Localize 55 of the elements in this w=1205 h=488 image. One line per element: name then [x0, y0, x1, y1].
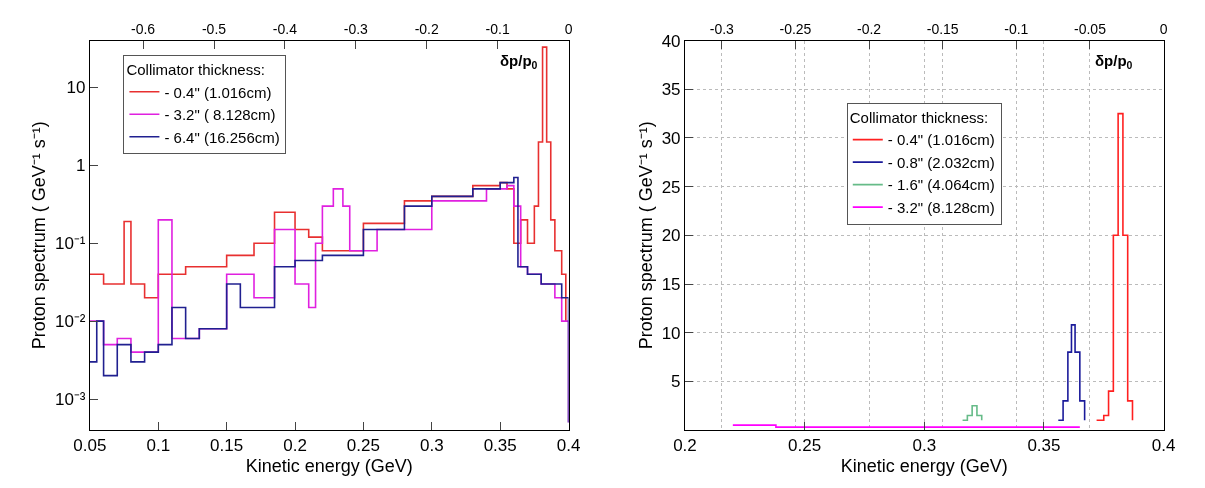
x-axis-title: Kinetic energy (GeV): [245, 455, 413, 476]
x-tick-label: 0.35: [1027, 436, 1061, 456]
x2-tick-label: -0.2: [414, 21, 440, 38]
y-tick-label: 10⁻¹: [54, 234, 86, 254]
annotation: δp/p$_{0}$: [1095, 52, 1133, 72]
y-tick-label: 40: [661, 31, 681, 51]
legend-label: - 3.2" (8.128cm): [887, 198, 995, 216]
legend-title: Collimator thickness:: [849, 109, 989, 127]
x-tick-label: 0.15: [210, 436, 244, 456]
y-tick-label: 10: [66, 78, 86, 98]
y-tick-label: 30: [661, 128, 681, 148]
y-axis-title: Proton spectrum ( GeV⁻¹ s⁻¹): [29, 121, 50, 350]
legend-label: - 6.4" (16.256cm): [164, 128, 280, 146]
x2-tick-label: -0.6: [131, 21, 156, 38]
x2-tick-label: -0.3: [709, 21, 735, 38]
x-tick-label: 0.2: [673, 436, 697, 456]
x2-tick-label: 0: [564, 21, 573, 38]
x2-tick-label: 0: [1159, 21, 1168, 38]
y-tick-label: 10⁻²: [54, 312, 86, 332]
y-tick-label: 35: [661, 80, 681, 100]
legend-label: - 0.4" (1.016cm): [887, 131, 995, 149]
x2-tick-label: -0.15: [926, 21, 959, 38]
y-axis-title: Proton spectrum ( GeV⁻¹ s⁻¹): [635, 121, 656, 350]
legend-label: - 1.6" (4.064cm): [887, 176, 995, 194]
x2-tick-label: -0.1: [1004, 21, 1029, 38]
y-tick-label: 15: [661, 274, 681, 294]
x-tick-label: 0.3: [419, 436, 444, 456]
x-tick-label: 0.35: [483, 436, 517, 456]
x-tick-label: 0.1: [146, 436, 171, 456]
x2-tick-label: -0.5: [201, 21, 227, 38]
x2-tick-label: -0.1: [485, 21, 510, 38]
y-tick-label: 1: [76, 156, 86, 176]
x2-tick-label: -0.4: [272, 21, 298, 38]
x-axis-title: Kinetic energy (GeV): [840, 455, 1008, 476]
y-tick-label: 10⁻³: [54, 389, 86, 409]
y-tick-label: 5: [671, 372, 681, 392]
x-tick-label: 0.4: [1151, 436, 1176, 456]
x-tick-label: 0.05: [73, 436, 107, 456]
x-tick-label: 0.25: [788, 436, 822, 456]
legend-label: - 0.4" (1.016cm): [164, 83, 272, 101]
annotation: δp/p$_{0}$: [500, 52, 538, 72]
x2-tick-label: -0.3: [343, 21, 369, 38]
x2-tick-label: -0.2: [857, 21, 882, 38]
legend-title: Collimator thickness:: [126, 61, 265, 79]
x-tick-label: 0.4: [556, 436, 581, 456]
x2-tick-label: -0.25: [779, 21, 812, 38]
legend-label: - 0.8" (2.032cm): [887, 153, 995, 171]
x-tick-label: 0.3: [912, 436, 937, 456]
y-tick-label: 10: [661, 323, 681, 343]
x2-tick-label: -0.05: [1074, 21, 1107, 38]
y-tick-label: 25: [661, 177, 681, 197]
x-tick-label: 0.2: [283, 436, 307, 456]
legend-label: - 3.2" ( 8.128cm): [164, 106, 276, 124]
y-tick-label: 20: [661, 226, 681, 246]
x-tick-label: 0.25: [346, 436, 380, 456]
